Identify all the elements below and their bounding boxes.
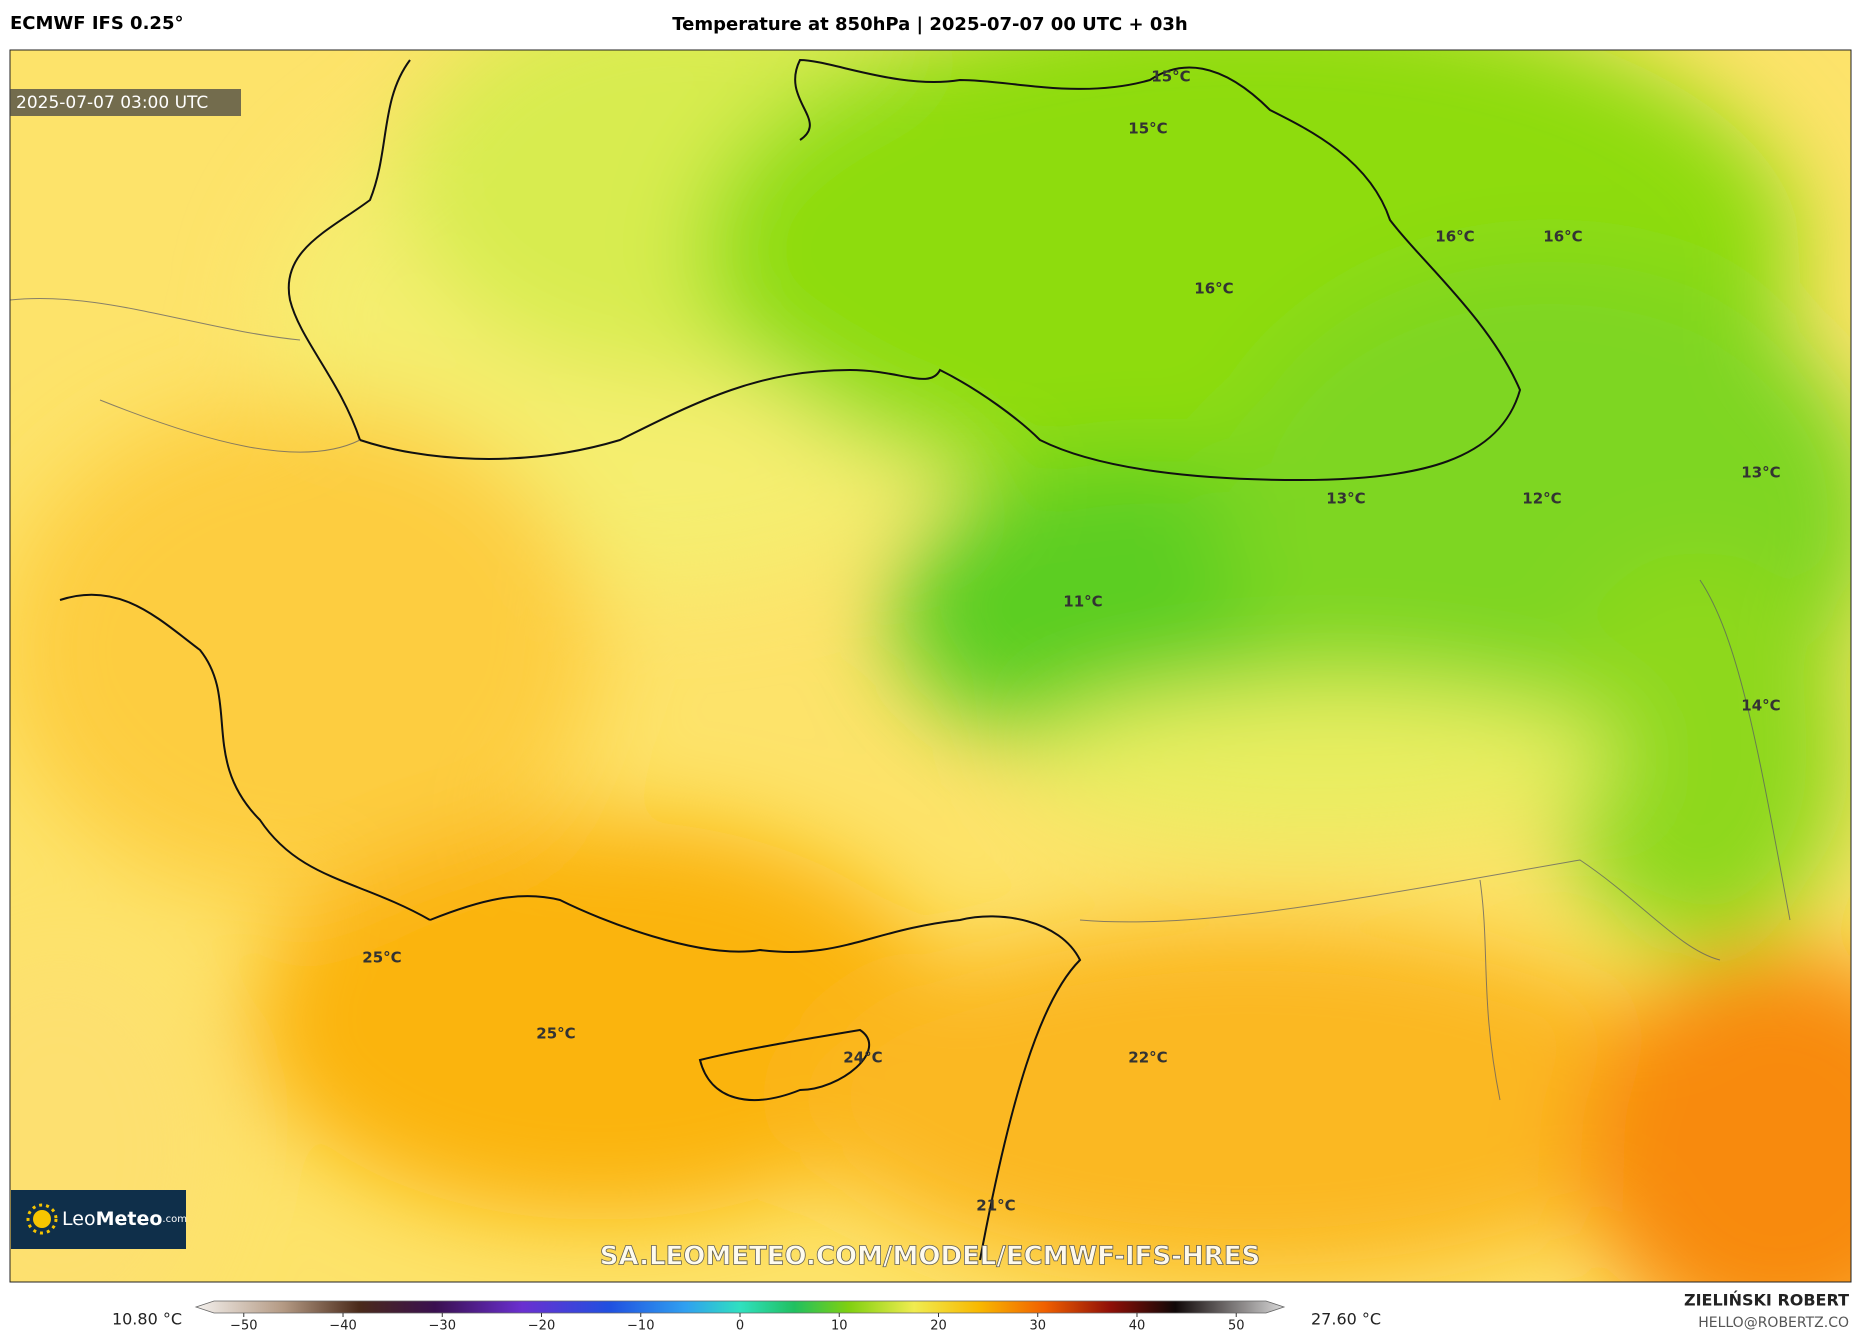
temperature-label: 15°C — [1128, 120, 1167, 138]
valid-time-box — [10, 89, 241, 116]
temperature-label: 24°C — [843, 1049, 882, 1067]
borders — [10, 297, 1791, 1101]
watermark: SA.LEOMETEO.COM/MODEL/ECMWF-IFS-HRES — [600, 1242, 1260, 1272]
author: ZIELIŃSKI ROBERT — [1684, 1291, 1849, 1310]
map-frame — [9, 49, 1852, 1283]
temperature-label: 25°C — [362, 949, 401, 967]
temperature-label: 13°C — [1326, 490, 1365, 508]
colorbar-tick-label: −10 — [627, 1319, 654, 1334]
temperature-label: 16°C — [1435, 228, 1474, 246]
email: HELLO@ROBERTZ.CO — [1698, 1315, 1849, 1331]
temperature-label: 13°C — [1741, 464, 1780, 482]
temperature-label: 22°C — [1128, 1049, 1167, 1067]
logo-sun — [33, 1210, 51, 1228]
colorbar-tick-label: −50 — [230, 1319, 257, 1334]
logo-suffix: .com — [162, 1214, 187, 1225]
temperature-label: 11°C — [1063, 593, 1102, 611]
colorbar-tick-label: −20 — [528, 1319, 555, 1334]
temperature-label: 16°C — [1543, 228, 1582, 246]
temperature-label: 14°C — [1741, 697, 1780, 715]
colorbar-tick-label: −40 — [329, 1319, 356, 1334]
model-name: ECMWF IFS 0.25° — [10, 13, 183, 34]
temperature-label: 15°C — [1151, 68, 1190, 86]
min-value: 10.80 °C — [112, 1310, 182, 1329]
colorbar-tick-label: 50 — [1228, 1319, 1245, 1334]
colorbar: −50 −40 −30 −20 −10 0 10 20 30 40 50 — [194, 1300, 1286, 1334]
temperature-label: 16°C — [1194, 280, 1233, 298]
temperature-label: 21°C — [976, 1197, 1015, 1215]
coastlines — [59, 58, 1522, 1261]
logo-meteo: Meteo — [96, 1208, 163, 1230]
colorbar-tick-label: 30 — [1029, 1319, 1046, 1334]
max-value: 27.60 °C — [1311, 1310, 1381, 1329]
colorbar-bar — [194, 1300, 1286, 1314]
map-labels: 15°C 15°C 16°C 16°C 16°C 13°C 12°C 13°C 11°C 14°C… — [362, 68, 1780, 1215]
valid-time: 2025-07-07 03:00 UTC — [16, 93, 208, 113]
colorbar-tick-label: −30 — [429, 1319, 456, 1334]
logo-text: LeoMeteo.com — [62, 1208, 187, 1230]
colorbar-tick-label: 40 — [1129, 1319, 1146, 1334]
logo-leo: Leo — [62, 1208, 96, 1230]
map-title: Temperature at 850hPa | 2025-07-07 00 UT… — [672, 14, 1187, 35]
colorbar-tick-label: 10 — [831, 1319, 848, 1334]
logo-rays — [26, 1203, 58, 1235]
temperature-label: 25°C — [536, 1025, 575, 1043]
colorbar-tick-label: 20 — [930, 1319, 947, 1334]
colorbar-tick-label: 0 — [736, 1319, 744, 1334]
temperature-label: 12°C — [1522, 490, 1561, 508]
